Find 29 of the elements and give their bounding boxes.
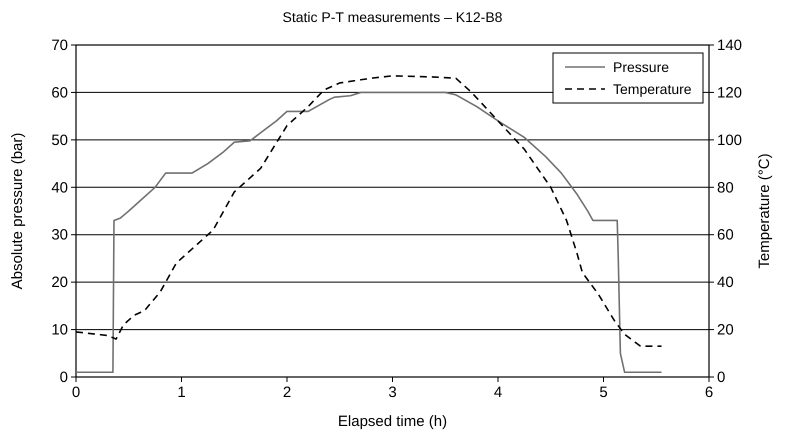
- y2-tick-label: 40: [717, 274, 734, 292]
- legend-label: Temperature: [613, 81, 692, 97]
- chart-title: Static P-T measurements – K12-B8: [282, 9, 503, 25]
- x-tick-label: 5: [599, 384, 608, 401]
- x-tick-label: 0: [72, 384, 80, 401]
- y2-tick-label: 20: [717, 322, 734, 339]
- y-axis-title: Absolute pressure (bar): [9, 132, 26, 290]
- y2-tick-label: 60: [717, 226, 734, 244]
- y-tick-label: 40: [51, 179, 68, 196]
- y2-tick-label: 140: [717, 37, 742, 54]
- y-tick-label: 10: [51, 322, 68, 339]
- y-tick-label: 70: [51, 37, 68, 54]
- x-tick-label: 1: [177, 384, 186, 401]
- y-tick-label: 30: [51, 226, 68, 244]
- x-tick-label: 3: [388, 384, 397, 401]
- y-tick-label: 60: [51, 84, 68, 102]
- y2-axis-title: Temperature (°C): [756, 153, 773, 269]
- y2-tick-label: 100: [717, 132, 742, 149]
- x-axis-title: Elapsed time (h): [338, 413, 448, 430]
- y2-tick-label: 80: [717, 179, 734, 196]
- y-tick-label: 50: [51, 132, 68, 149]
- y2-tick-label: 120: [717, 84, 742, 102]
- y2-tick-label: 0: [717, 369, 726, 386]
- y-tick-label: 20: [51, 274, 68, 292]
- y-tick-label: 0: [60, 369, 68, 386]
- x-tick-label: 2: [282, 384, 292, 401]
- x-tick-label: 6: [704, 384, 714, 401]
- legend-label: Pressure: [613, 59, 670, 75]
- x-tick-label: 4: [494, 384, 502, 401]
